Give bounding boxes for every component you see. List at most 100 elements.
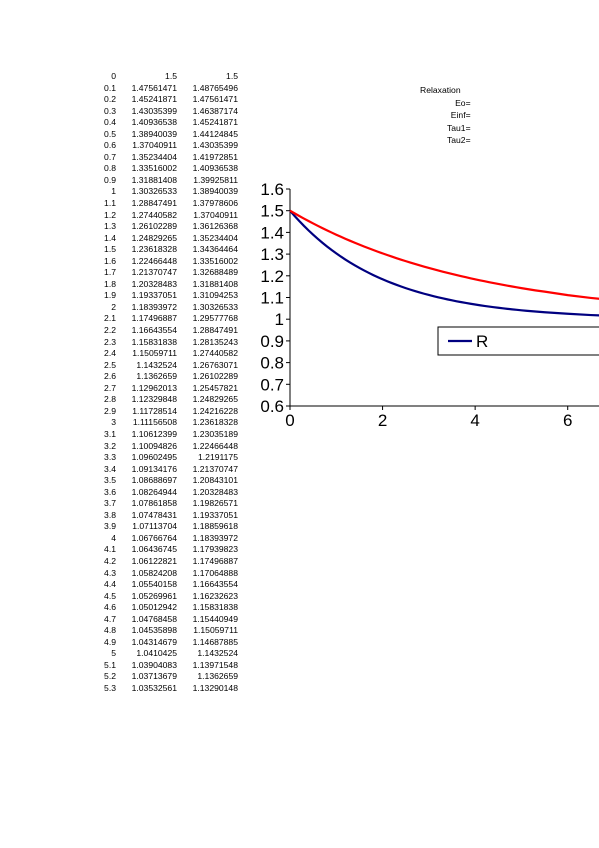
table-cell: 3.4 [104, 463, 116, 474]
table-cell: 3.2 [104, 440, 116, 451]
table-cell: 2.3 [104, 336, 116, 347]
table-cell: 0.4 [104, 117, 116, 128]
table-cell: 1.07478431 [131, 509, 177, 520]
table-cell: 3.1 [104, 428, 116, 439]
y-tick-label: 0.9 [260, 332, 284, 351]
table-cell: 3.9 [104, 521, 116, 532]
table-cell: 1.08264944 [131, 486, 177, 497]
table-cell: 1.48765496 [192, 82, 238, 93]
table-cell: 1.18393972 [192, 532, 238, 543]
table-cell: 1.15831838 [131, 336, 177, 347]
table-cell: 1.7 [104, 267, 116, 278]
y-tick-label: 0.6 [260, 397, 284, 416]
table-cell: 1.18859618 [192, 521, 238, 532]
table-cell: 1.32688489 [192, 267, 238, 278]
y-tick-label: 1.5 [260, 202, 284, 221]
table-cell: 1.23618328 [192, 417, 238, 428]
table-cell: 1.24829265 [192, 394, 238, 405]
table-cell: 0.7 [104, 151, 116, 162]
table-cell: 1.05540158 [131, 579, 177, 590]
table-cell: 2.5 [104, 359, 116, 370]
table-cell: 2.7 [104, 382, 116, 393]
table-cell: 1.35234404 [131, 151, 177, 162]
series-line-1 [289, 209, 599, 317]
table-cell: 1.27440582 [192, 348, 238, 359]
table-cell: 1.06122821 [131, 555, 177, 566]
table-cell: 1.03713679 [131, 671, 177, 682]
table-cell: 1.20328483 [131, 278, 177, 289]
table-cell: 1.28847491 [192, 325, 238, 336]
table-cell: 3.6 [104, 486, 116, 497]
table-cell: 1.1362659 [136, 371, 177, 382]
legend-label: R [476, 332, 488, 351]
table-cell: 1.43035399 [192, 140, 238, 151]
table-cell: 1.15059711 [132, 348, 177, 359]
table-cell: 1.05012942 [131, 602, 177, 613]
table-cell: 2 [111, 301, 116, 312]
table-cell: 1.14687885 [192, 636, 238, 647]
table-cell: 1.31881408 [131, 174, 177, 185]
table-cell: 1.07861858 [131, 498, 177, 509]
table-cell: 1.25457821 [192, 382, 238, 393]
table-cell: 1.16643554 [131, 325, 177, 336]
table-cell: 5 [111, 648, 116, 659]
table-cell: 1.27440582 [131, 209, 177, 220]
table-cell: 1.24216228 [192, 405, 238, 416]
table-cell: 1.30326533 [192, 301, 238, 312]
table-cell: 1.11156508 [132, 417, 177, 428]
table-cell: 1.29577768 [192, 313, 238, 324]
table-cell: 1.23035189 [192, 428, 238, 439]
x-tick-label: 6 [563, 411, 572, 430]
table-cell: 1.06766764 [131, 532, 177, 543]
table-cell: 3 [111, 417, 116, 428]
table-cell: 1.43035399 [131, 105, 177, 116]
table-cell: 1.04314679 [131, 636, 177, 647]
table-cell: 4.9 [104, 636, 116, 647]
table-cell: 1.17939823 [192, 544, 238, 555]
table-cell: 0.9 [104, 174, 116, 185]
table-cell: 3.8 [104, 509, 116, 520]
table-cell: 1.1 [104, 198, 116, 209]
table-cell: 1.34364464 [192, 244, 238, 255]
table-cell: 1.45241871 [192, 117, 238, 128]
table-cell: 4.5 [104, 590, 116, 601]
table-cell: 1.24829265 [131, 232, 177, 243]
table-cell: 1.05824208 [131, 567, 177, 578]
table-cell: 1.12962013 [131, 382, 177, 393]
table-cell: 1.03532561 [131, 682, 177, 693]
table-cell: 0.1 [104, 82, 116, 93]
table-cell: 1.1362659 [197, 671, 238, 682]
y-tick-label: 1.4 [260, 223, 284, 242]
table-cell: 2.1 [104, 313, 116, 324]
table-cell: 1.36126368 [192, 221, 238, 232]
table-cell: 0 [111, 71, 116, 81]
table-cell: 0.2 [104, 94, 116, 105]
table-cell: 1.33516002 [192, 255, 238, 266]
table-cell: 1.3 [104, 221, 116, 232]
table-cell: 4.8 [104, 625, 116, 636]
table-cell: 1.21370747 [131, 267, 177, 278]
table-cell: 2.9 [104, 405, 116, 416]
table-cell: 1.37040911 [193, 209, 238, 220]
param-title: Relaxation [420, 85, 461, 95]
table-cell: 4.4 [104, 579, 116, 590]
table-cell: 1.1432524 [136, 359, 177, 370]
param-eo: Eo= [455, 97, 471, 108]
table-cell: 1.10612399 [131, 428, 177, 439]
table-cell: 1.10094826 [131, 440, 177, 451]
table-cell: 1.0410425 [136, 648, 177, 659]
table-cell: 1.16643554 [192, 579, 238, 590]
table-cell: 1.26102289 [131, 221, 177, 232]
table-cell: 2.2 [104, 325, 116, 336]
table-cell: 1.17496887 [131, 313, 177, 324]
table-cell: 2.8 [104, 394, 116, 405]
table-cell: 1.16232623 [192, 590, 238, 601]
table-cell: 1.09602495 [131, 452, 177, 463]
table-cell: 4.3 [104, 567, 116, 578]
param-tau1: Tau1= [446, 122, 471, 133]
table-cell: 1.13290148 [192, 682, 238, 693]
table-cell: 1.18393972 [131, 301, 177, 312]
parameter-block: Relaxation Eo= Einf= Tau1= Tau2= [420, 84, 471, 147]
series-line-2 [289, 209, 599, 300]
y-tick-label: 0.8 [260, 354, 284, 373]
